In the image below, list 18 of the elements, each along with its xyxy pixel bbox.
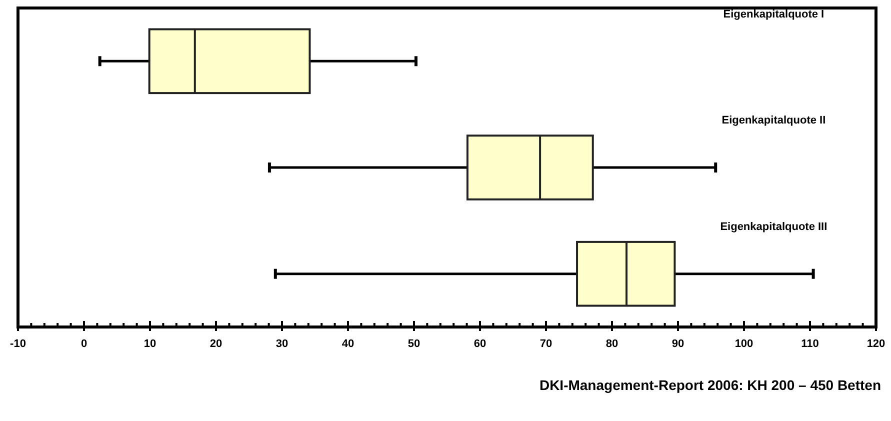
x-tick-label: 90 — [672, 338, 684, 350]
x-tick-label: 20 — [210, 338, 222, 350]
y-tick-label: Eigenkapitalquote II — [722, 114, 826, 127]
y-tick-label: Eigenkapitalquote I — [723, 8, 824, 20]
x-tick-label: 40 — [342, 338, 354, 350]
x-tick-label: 120 — [866, 338, 886, 350]
x-tick-label: 100 — [734, 338, 754, 350]
x-tick-label: 60 — [474, 338, 486, 350]
x-tick-label: 0 — [80, 338, 88, 350]
y-tick-label: Eigenkapitalquote III — [720, 220, 828, 233]
text: DKI-Management-Report 2006: KH 200 – 450 Betten — [539, 377, 881, 393]
x-tick-label: 80 — [606, 338, 618, 350]
x-tick-label: 70 — [540, 338, 552, 350]
x-tick-label: 30 — [276, 338, 288, 350]
x-tick-label: 10 — [144, 338, 156, 350]
x-tick-label: -10 — [10, 338, 26, 350]
x-tick-label: 50 — [408, 338, 420, 350]
x-tick-label: 110 — [801, 338, 819, 350]
